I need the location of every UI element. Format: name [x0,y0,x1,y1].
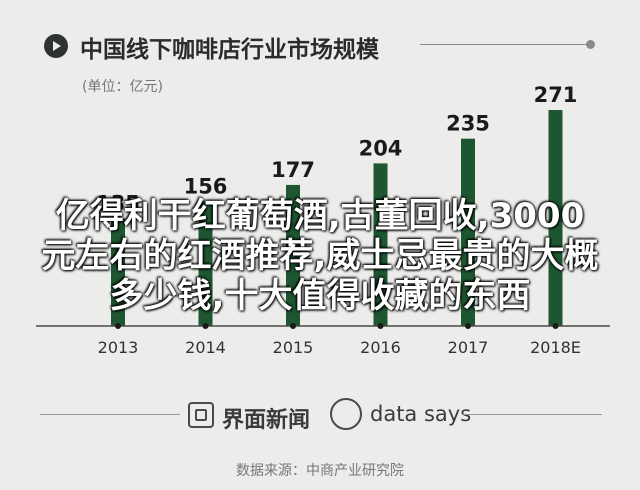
tick-mark-2016 [377,323,384,329]
value-label-2018E: 271 [534,83,578,107]
value-label-2016: 204 [359,136,403,160]
unit-label: (单位：亿元) [82,79,163,95]
bar-2015 [286,184,300,326]
title-divider-end [586,40,595,49]
category-label-2017: 2017 [448,338,489,357]
bar-2014 [198,201,213,326]
bar-2016 [373,163,388,326]
tick-mark-2015 [290,323,296,329]
chart-title: 中国线下咖啡店行业市场规模 [80,37,379,63]
category-label-2016: 2016 [360,338,401,357]
category-label-2014: 2014 [185,338,226,357]
overlay-text: 亿得利干红葡萄酒,古董回收,3000元左右的红酒推荐,威士忌最贵的大概多少钱,十… [41,196,599,316]
data-says-logo-icon [330,398,362,430]
tick-mark-2017 [465,323,471,329]
bar-2013 [111,218,125,326]
value-label-2014: 156 [184,175,228,199]
footer-divider-right [462,414,602,415]
brand-data-says: data says [370,402,472,426]
jiemian-logo-icon [188,402,214,428]
title-row: 中国线下咖啡店行业市场规模 [40,28,600,63]
tick-mark-2018E [552,323,559,329]
bar-2018E [548,110,563,326]
footer-divider-left [40,414,180,415]
title-divider [420,44,588,45]
bar-2017 [461,138,475,326]
value-label-2017: 235 [446,112,490,136]
value-label-2013: 135 [96,191,140,215]
brand-jiemian: 界面新闻 [222,408,311,433]
category-label-2013: 2013 [98,338,139,357]
tick-mark-2014 [202,323,209,329]
category-label-2018E: 2018E [530,338,581,357]
tick-mark-2013 [115,323,121,329]
category-label-2015: 2015 [273,338,314,357]
data-source: 数据来源：中商产业研究院 [236,463,404,479]
value-label-2015: 177 [271,158,315,182]
play-icon [44,34,68,58]
